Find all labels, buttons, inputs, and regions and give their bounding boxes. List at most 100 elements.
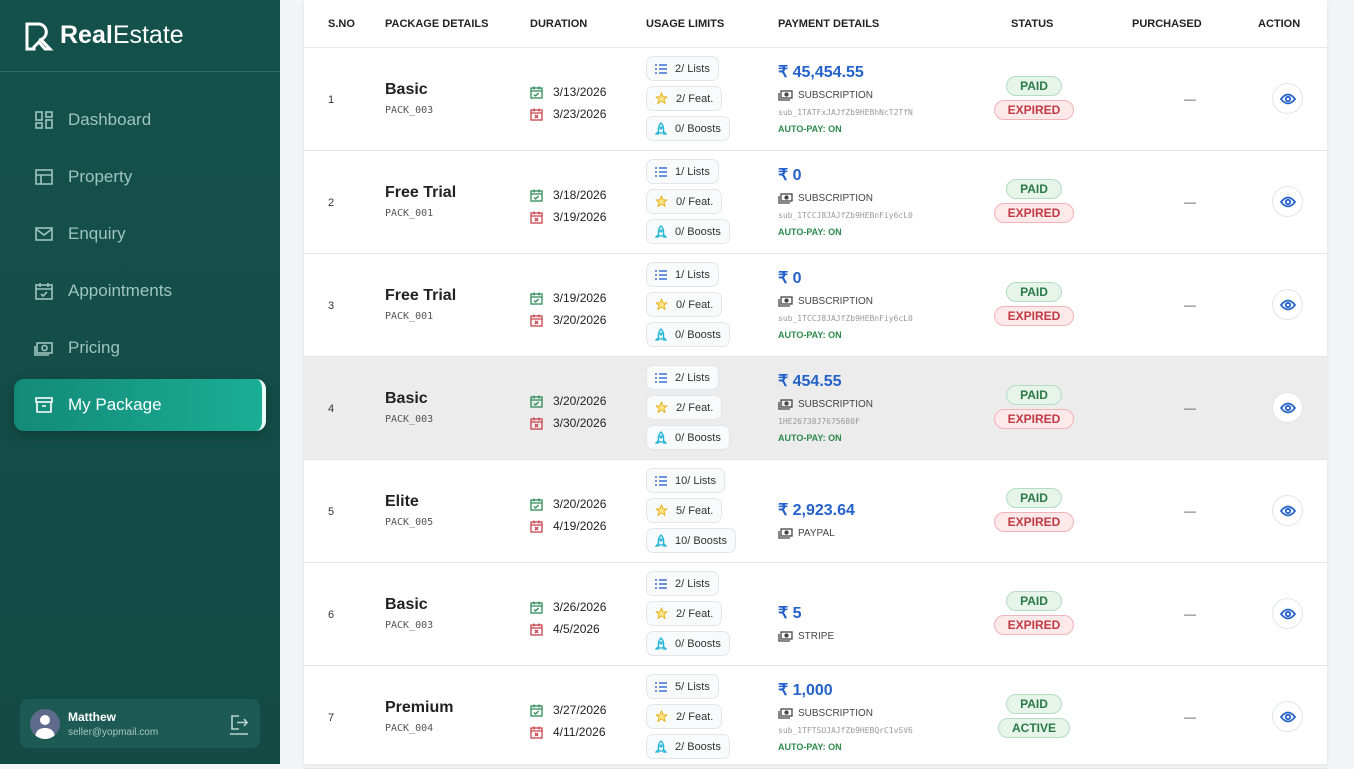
view-button[interactable] [1272,701,1303,732]
star-icon [655,195,668,208]
package-code: PACK_001 [385,208,434,219]
boosts-chip: 0/ Boosts [646,219,730,244]
package-code: PACK_003 [385,105,434,116]
transaction-id: sub_1TCCJ8JAJfZb9HEBnFiy6cL0 [778,211,913,220]
table-row: 6 Basic PACK_003 3/26/2026 4/5/2026 2/ Lis… [304,563,1327,666]
logo[interactable]: Real Estate [0,0,280,72]
star-icon [655,298,668,311]
sidebar-item-enquiry[interactable]: Enquiry [14,208,266,260]
row-sno: 6 [328,609,335,621]
amount: ₹ 45,454.55 [778,64,864,81]
table-body: 1 Basic PACK_003 3/13/2026 3/23/2026 2/ Li… [304,48,1327,769]
rocket-icon [655,636,667,650]
eye-icon [1279,299,1296,310]
star-icon [655,504,668,517]
rocket-icon [655,327,667,341]
transaction-id: 1HE26738J7675680F [778,417,860,426]
sidebar-item-label: Appointments [68,281,172,300]
sidebar-item-my-package[interactable]: My Package [14,379,266,431]
purchased: — [1184,401,1196,415]
view-button[interactable] [1272,83,1303,114]
package-code: PACK_003 [385,620,434,631]
payment-status-badge: PAID [1006,694,1062,714]
view-button[interactable] [1272,392,1303,423]
calendar-end-icon [530,314,543,327]
sidebar-item-label: Dashboard [68,110,152,129]
package-status-badge: EXPIRED [993,100,1075,120]
table-row: 1 Basic PACK_003 3/13/2026 3/23/2026 2/ Li… [304,48,1327,151]
row-sno: 3 [328,300,335,312]
lists-chip: 2/ Lists [646,571,719,596]
rocket-icon [655,121,667,135]
column-header-s-no: S.NO [328,17,355,30]
mail-icon [35,227,53,241]
payment-method: SUBSCRIPTION [798,193,874,204]
package-status-badge: ACTIVE [997,718,1070,738]
dashboard-icon [35,111,53,129]
sidebar-item-property[interactable]: Property [14,151,266,203]
autopay-status: AUTO-PAY: ON [778,227,842,237]
start-date: 3/20/2026 [553,497,607,511]
star-icon [655,710,668,723]
end-date: 3/19/2026 [553,210,607,224]
sidebar-item-dashboard[interactable]: Dashboard [14,94,266,146]
autopay-status: AUTO-PAY: ON [778,742,842,752]
calendar-icon [35,283,53,300]
package-name: Elite [385,493,419,510]
purchased: — [1184,710,1196,724]
calendar-start-icon [530,86,543,99]
sidebar-item-label: Pricing [68,338,120,357]
column-header-action: ACTION [1258,17,1301,30]
calendar-start-icon [530,189,543,202]
package-status-badge: EXPIRED [993,203,1075,223]
package-name: Basic [385,390,428,407]
sidebar-item-label: My Package [68,395,162,414]
start-date: 3/13/2026 [553,85,607,99]
logout-icon[interactable] [228,713,250,735]
view-button[interactable] [1272,289,1303,320]
purchased: — [1184,607,1196,621]
column-header-purchased: PURCHASED [1132,17,1202,30]
eye-icon [1279,402,1296,413]
sidebar-item-pricing[interactable]: Pricing [14,322,266,374]
table-row: 7 Premium PACK_004 3/27/2026 4/11/2026 5/ … [304,666,1327,769]
logo-light: Estate [112,21,184,49]
package-name: Free Trial [385,184,457,201]
autopay-status: AUTO-PAY: ON [778,330,842,340]
logo-bold: Real [60,21,113,49]
calendar-start-icon [530,498,543,511]
view-button[interactable] [1272,186,1303,217]
calendar-end-icon [530,211,543,224]
money-icon [778,708,793,719]
end-date: 3/23/2026 [553,107,607,121]
featured-chip: 2/ Feat. [646,704,723,729]
amount: ₹ 5 [778,605,802,622]
payment-status-badge: PAID [1006,488,1062,508]
view-button[interactable] [1272,495,1303,526]
payment-method: PAYPAL [798,528,835,539]
autopay-status: AUTO-PAY: ON [778,433,842,443]
calendar-start-icon [530,292,543,305]
sidebar-nav: Dashboard Property Enquiry Appointments Pric… [0,72,280,431]
payment-method: STRIPE [798,631,835,642]
transaction-id: sub_1TCCJ8JAJfZb9HEBnFiy6cL0 [778,314,913,323]
money-icon [778,90,793,101]
package-status-badge: EXPIRED [993,409,1075,429]
package-code: PACK_001 [385,311,434,322]
featured-chip: 5/ Feat. [646,498,723,523]
package-code: PACK_003 [385,414,434,425]
view-button[interactable] [1272,598,1303,629]
sidebar-item-appointments[interactable]: Appointments [14,265,266,317]
amount: ₹ 0 [778,270,802,287]
payment-status-badge: PAID [1006,591,1062,611]
payment-method: SUBSCRIPTION [798,90,874,101]
table-row: 3 Free Trial PACK_001 3/19/2026 3/20/2026 … [304,254,1327,357]
calendar-end-icon [530,520,543,533]
eye-icon [1279,608,1296,619]
end-date: 4/5/2026 [553,622,600,636]
row-sno: 7 [328,712,335,724]
end-date: 3/20/2026 [553,313,607,327]
start-date: 3/20/2026 [553,394,607,408]
lists-chip: 1/ Lists [646,159,719,184]
money-icon [778,399,793,410]
